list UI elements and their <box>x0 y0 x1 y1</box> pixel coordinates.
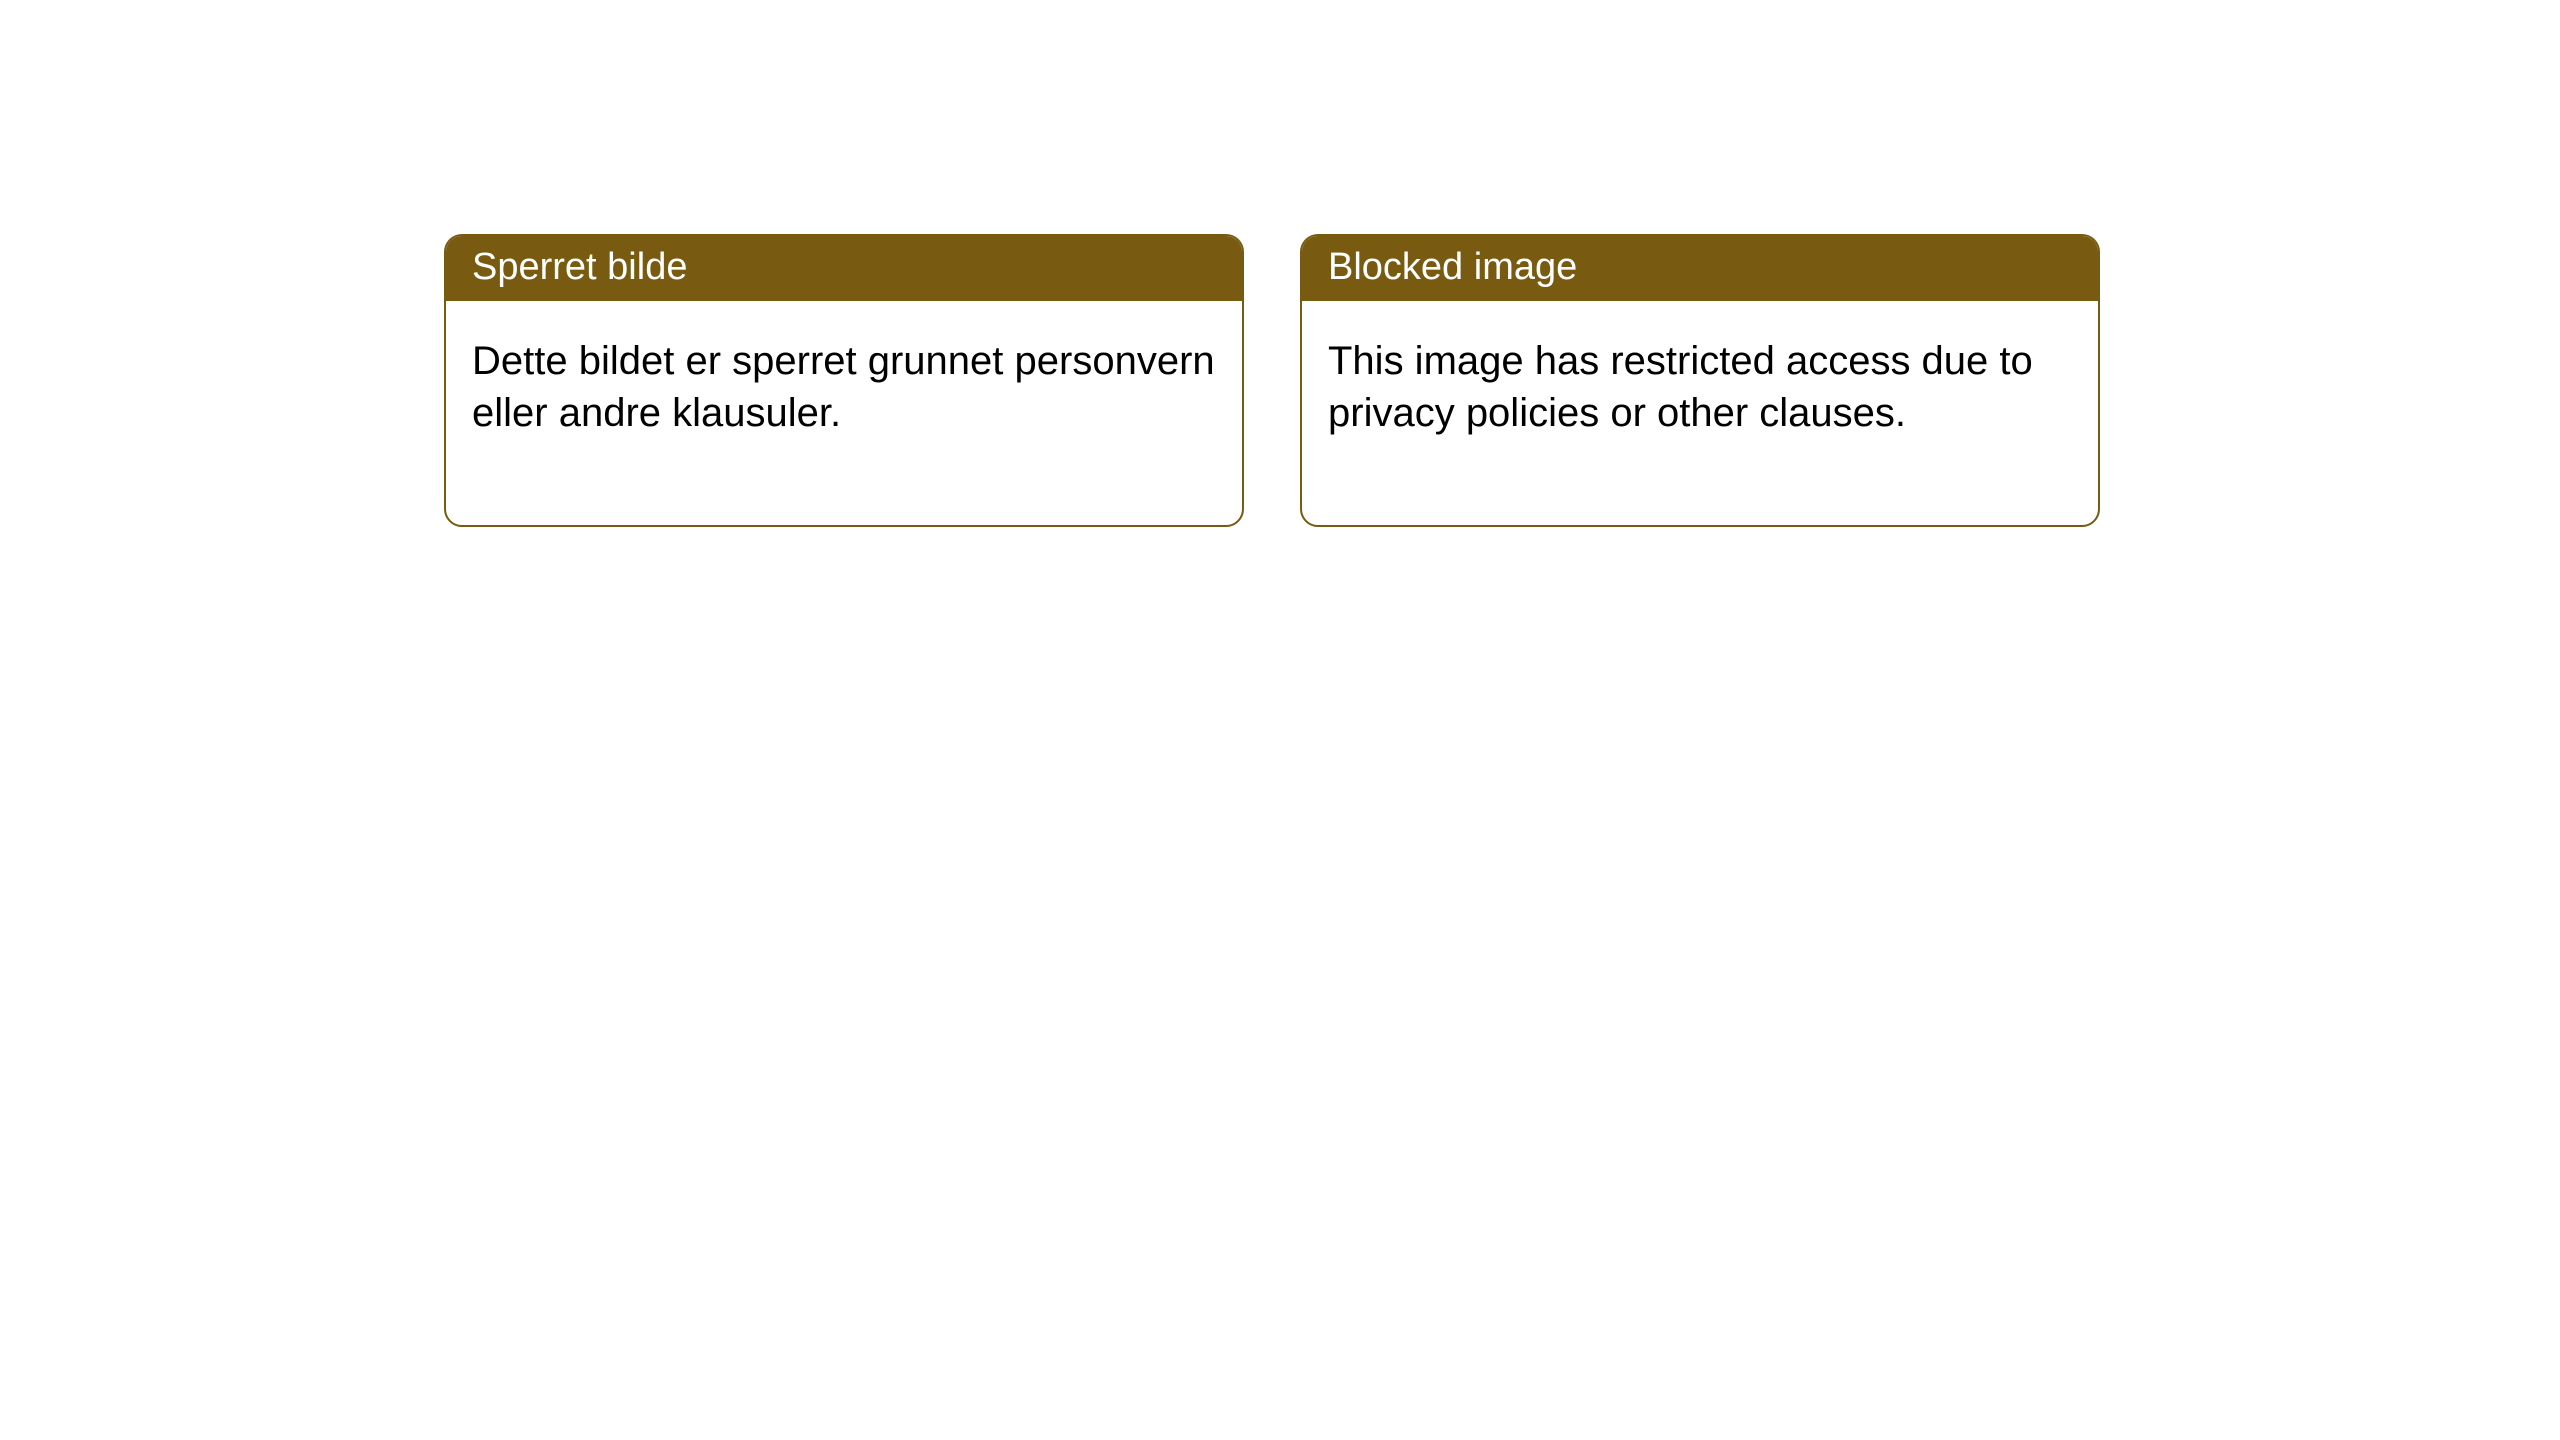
notice-card-nb: Sperret bilde Dette bildet er sperret gr… <box>444 234 1244 527</box>
notice-card-en: Blocked image This image has restricted … <box>1300 234 2100 527</box>
notice-card-nb-body: Dette bildet er sperret grunnet personve… <box>446 301 1242 525</box>
notice-container: Sperret bilde Dette bildet er sperret gr… <box>0 0 2560 527</box>
notice-card-en-title: Blocked image <box>1302 236 2098 301</box>
notice-card-en-body: This image has restricted access due to … <box>1302 301 2098 525</box>
notice-card-nb-title: Sperret bilde <box>446 236 1242 301</box>
